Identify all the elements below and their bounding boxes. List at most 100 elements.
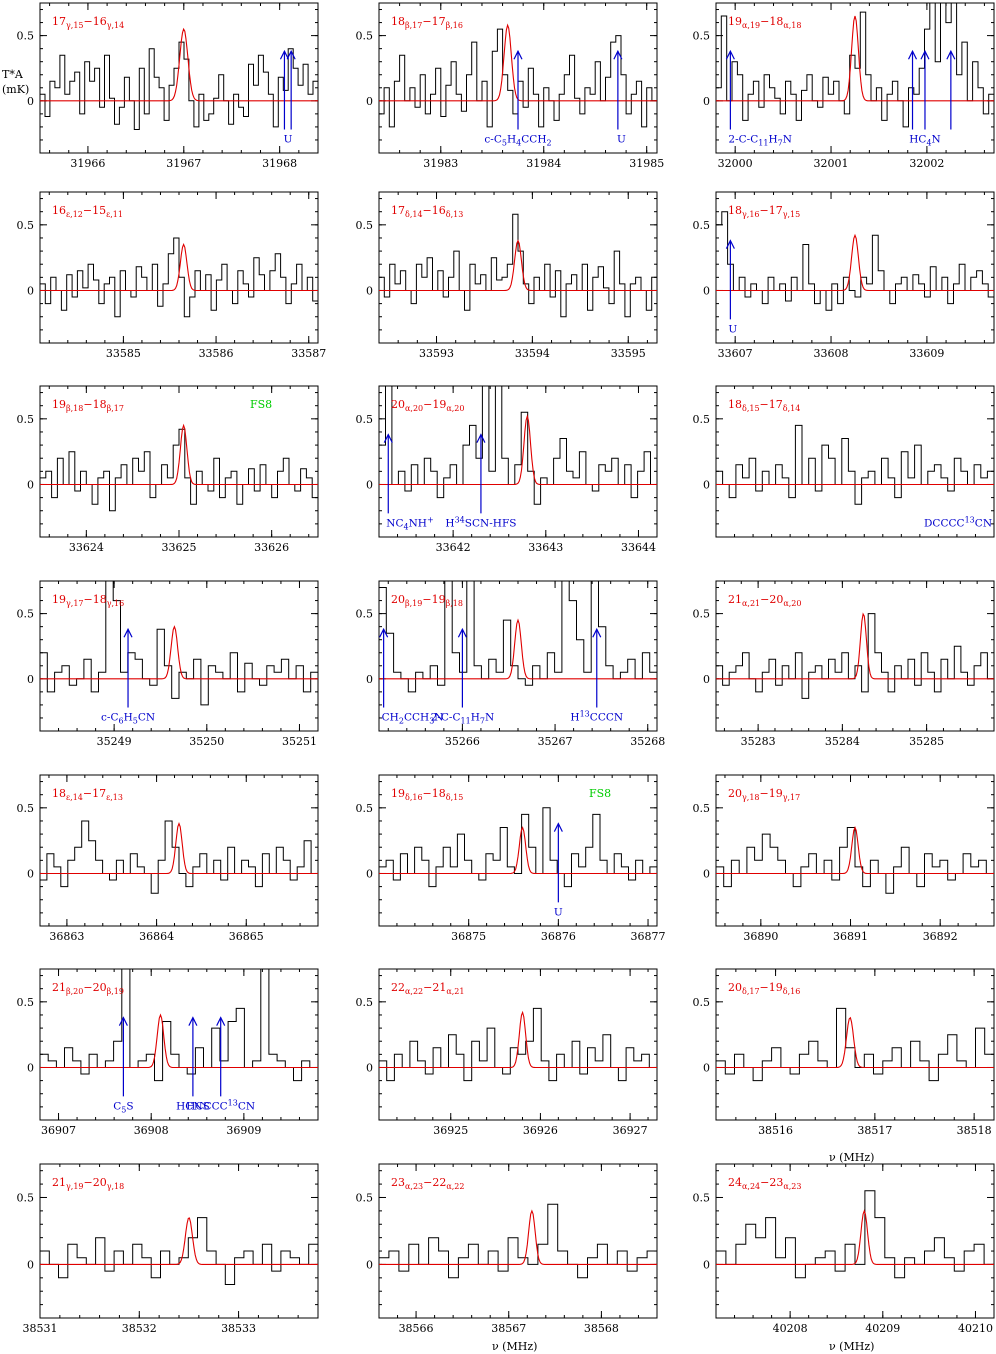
x-tick-label: 36892 <box>923 930 958 943</box>
y-tick-label: 0 <box>366 95 373 108</box>
annotation-arrowhead <box>553 822 563 832</box>
transition-label: 20δ,17−19δ,16 <box>728 981 800 996</box>
x-tick-label: 38516 <box>758 1124 793 1137</box>
annotation-arrowhead <box>725 239 735 249</box>
x-tick-label: 33642 <box>436 541 471 554</box>
y-tick-label: 0.5 <box>693 802 711 815</box>
x-tick-label: 40209 <box>865 1322 900 1335</box>
x-tick-label: 36907 <box>41 1124 76 1137</box>
x-tick-label: 32001 <box>814 157 849 170</box>
y-tick-label: 0 <box>366 478 373 491</box>
x-tick-label: 35268 <box>630 735 665 748</box>
annotation-arrowhead <box>379 627 389 638</box>
annotation-arrowhead <box>592 627 602 638</box>
y-tick-label: 0.5 <box>17 802 35 815</box>
observed-spectrum <box>40 820 318 894</box>
y-tick-label: 0.5 <box>17 413 35 426</box>
annotation-label: NC4NH+ <box>386 515 433 531</box>
x-tick-label: 31968 <box>262 157 297 170</box>
panel-frame <box>39 580 319 732</box>
annotation-label: 2-C-C11H7N <box>431 712 495 726</box>
y-tick-label: 0.5 <box>693 608 711 621</box>
x-tick-label: 33585 <box>106 347 141 360</box>
panel-21: 0 0.5 40208 40209 40210 24α,24−23α,23 <box>693 1163 995 1335</box>
observed-spectrum <box>379 581 657 693</box>
model-fit <box>379 826 657 875</box>
panel-frame <box>715 2 995 154</box>
transition-label: 18β,17−17β,16 <box>391 15 463 30</box>
transition-label: 22α,22−21α,21 <box>391 981 464 996</box>
model-fit <box>716 233 994 292</box>
y-tick-label: 0 <box>703 284 710 297</box>
x-tick-label: 36908 <box>134 1124 169 1137</box>
transition-label: 18δ,15−17δ,14 <box>728 398 800 413</box>
x-axis-title-col2-row7: ν (MHz) <box>492 1340 537 1353</box>
annotation-arrowhead <box>457 627 467 638</box>
model-fit <box>716 15 994 102</box>
model-fit <box>379 414 657 486</box>
annotation-label: U <box>284 134 293 146</box>
annotation-arrowhead <box>279 49 289 60</box>
panels-layer: 0 0.5 31966 31967 31968 17γ,15−16γ,14 U 0 0.5 319… <box>17 2 995 1335</box>
transition-label: 24α,24−23α,23 <box>728 1176 801 1191</box>
y-tick-label: 0.5 <box>356 30 374 43</box>
y-tick-label: 0 <box>27 673 34 686</box>
annotation-label: 2-C-C11H7N <box>728 134 792 148</box>
model-fit <box>40 1217 318 1265</box>
x-axis-title-col3-row6: ν (MHz) <box>829 1151 874 1164</box>
y-tick-label: 0 <box>366 1258 373 1271</box>
y-tick-label: 0.5 <box>356 996 374 1009</box>
y-tick-label: 0 <box>27 867 34 880</box>
panel-15: 0 0.5 36890 36891 36892 20γ,18−19γ,17 <box>693 774 995 943</box>
panel-tag: FS8 <box>589 787 611 800</box>
y-tick-label: 0 <box>366 673 373 686</box>
x-tick-label: 35284 <box>825 735 860 748</box>
annotation-arrowhead <box>476 433 486 443</box>
panel-frame <box>715 191 995 344</box>
panel-frame <box>378 191 658 344</box>
panel-20: 0 0.5 38566 38567 38568 23α,23−22α,22 <box>356 1163 658 1335</box>
observed-spectrum <box>40 581 318 706</box>
y-tick-label: 0 <box>27 1258 34 1271</box>
model-fit <box>40 1013 318 1069</box>
y-tick-label: 0 <box>366 867 373 880</box>
annotation-label: C5S <box>113 1100 133 1114</box>
x-tick-label: 36864 <box>139 930 174 943</box>
annotation-label: HC4N <box>909 134 941 148</box>
panel-frame <box>39 774 319 927</box>
panel-12: 0 0.5 35283 35284 35285 21α,21−20α,20 <box>693 580 995 748</box>
annotation-arrowhead <box>920 49 930 60</box>
observed-spectrum <box>716 1190 994 1279</box>
panel-11: 0 0.5 35266 35267 35268 20β,19−19β,18 CH2CCH3N… <box>356 580 665 748</box>
panel-4: 0 0.5 33585 33586 33587 16ε,12−15ε,11 <box>17 191 326 360</box>
x-tick-label: 38533 <box>221 1322 256 1335</box>
panel-5: 0 0.5 33593 33594 33595 17δ,14−16δ,13 <box>356 191 658 360</box>
model-fit <box>379 239 657 292</box>
transition-label: 20α,20−19α,20 <box>391 398 464 413</box>
y-tick-label: 0.5 <box>17 996 35 1009</box>
x-tick-label: 36925 <box>433 1124 468 1137</box>
annotation-arrowhead <box>188 1016 198 1026</box>
panel-frame <box>715 774 995 927</box>
y-tick-label: 0.5 <box>693 30 711 43</box>
panel-3: 0 0.5 32000 32001 32002 19α,19−18α,18 2-C-C11H… <box>693 2 995 170</box>
observed-spectrum <box>716 1007 994 1082</box>
annotation-arrowhead <box>613 49 623 60</box>
model-fit <box>716 612 994 680</box>
y-tick-label: 0.5 <box>356 802 374 815</box>
annotation-label: U <box>728 323 737 335</box>
panel-13: 0 0.5 36863 36864 36865 18ε,14−17ε,13 <box>17 774 319 943</box>
panel-10: 0 0.5 35249 35250 35251 19γ,17−18γ,16 c-C6H5CN <box>17 580 319 748</box>
panel-9: 00.535234352353523618δ,15−17δ,14DCCCC13C… <box>693 385 995 538</box>
annotation-arrowhead <box>946 49 956 60</box>
annotation-label: U <box>554 906 563 918</box>
transition-label: 23α,23−22α,22 <box>391 1176 464 1191</box>
x-tick-label: 36891 <box>833 930 868 943</box>
model-fit <box>40 243 318 292</box>
y-tick-label: 0 <box>703 95 710 108</box>
transition-label: 21α,21−20α,20 <box>728 593 801 608</box>
x-tick-label: 38517 <box>857 1124 892 1137</box>
transition-label: 16ε,12−15ε,11 <box>52 204 123 219</box>
annotation-arrowhead <box>216 1016 226 1026</box>
panel-frame <box>378 1163 658 1319</box>
